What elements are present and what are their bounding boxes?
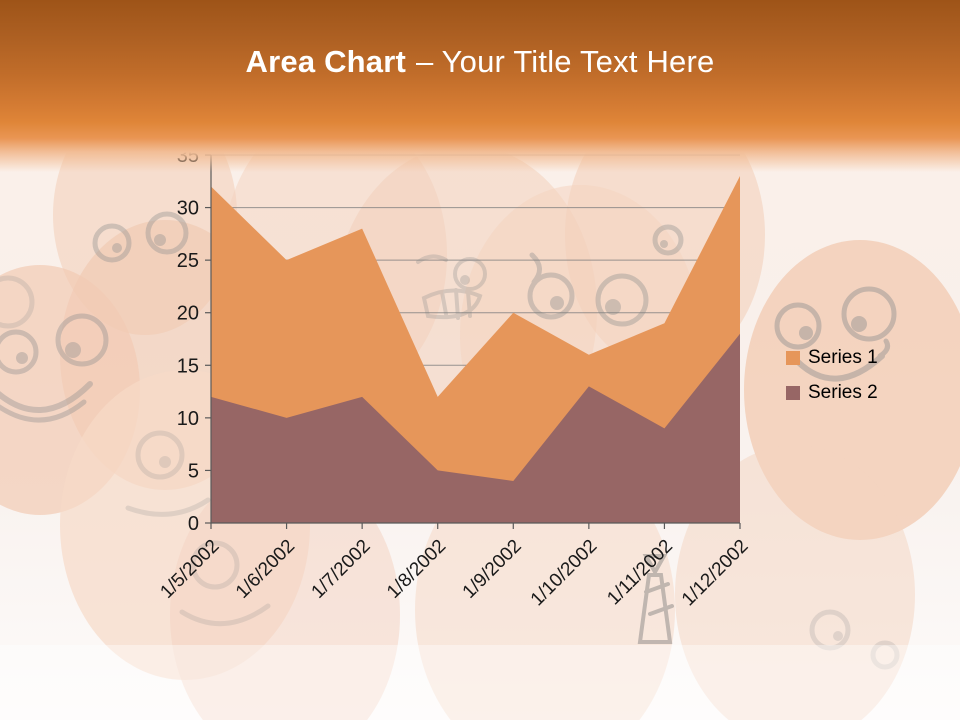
title-bold-text: Area Chart bbox=[245, 44, 407, 79]
y-axis-label: 30 bbox=[177, 198, 199, 220]
legend-item-series-1[interactable]: Series 1 bbox=[786, 347, 878, 369]
x-axis-label: 1/10/2002 bbox=[527, 536, 602, 611]
egg-mouth-teeth-doodle bbox=[416, 254, 487, 320]
x-axis-label: 1/6/2002 bbox=[232, 536, 299, 603]
y-axis-label: 5 bbox=[188, 460, 199, 482]
egg-tie-doodle bbox=[637, 554, 674, 644]
egg-face-doodles-right bbox=[774, 286, 897, 382]
legend-label-series-2: Series 2 bbox=[808, 382, 878, 403]
y-axis-label: 20 bbox=[177, 303, 199, 325]
y-axis-label: 0 bbox=[188, 513, 199, 535]
slide-title[interactable]: Area Chart – Your Title Text Here bbox=[0, 44, 960, 80]
chart-legend: Series 1 Series 2 bbox=[786, 347, 878, 417]
x-axis-label: 1/12/2002 bbox=[678, 536, 753, 611]
title-rest-text: – Your Title Text Here bbox=[415, 44, 715, 79]
series-1-swatch-icon bbox=[786, 351, 800, 365]
series-2-swatch-icon bbox=[786, 386, 800, 400]
legend-label-series-1: Series 1 bbox=[808, 347, 878, 368]
series-2-area[interactable] bbox=[211, 333, 740, 523]
y-axis-label: 15 bbox=[177, 355, 199, 377]
y-axis-label: 10 bbox=[177, 408, 199, 430]
x-axis-label: 1/8/2002 bbox=[383, 536, 450, 603]
x-axis-label: 1/7/2002 bbox=[308, 536, 375, 603]
x-axis-label: 1/11/2002 bbox=[603, 536, 677, 610]
egg-face-doodles-faint bbox=[0, 275, 900, 670]
legend-item-series-2[interactable]: Series 2 bbox=[786, 382, 878, 404]
x-axis-label: 1/5/2002 bbox=[156, 536, 223, 603]
slide-header bbox=[0, 0, 960, 175]
x-axis-label: 1/9/2002 bbox=[459, 536, 526, 603]
egg-face-doodles bbox=[0, 211, 684, 423]
y-axis-label: 25 bbox=[177, 250, 199, 272]
floor-glow bbox=[0, 645, 960, 720]
